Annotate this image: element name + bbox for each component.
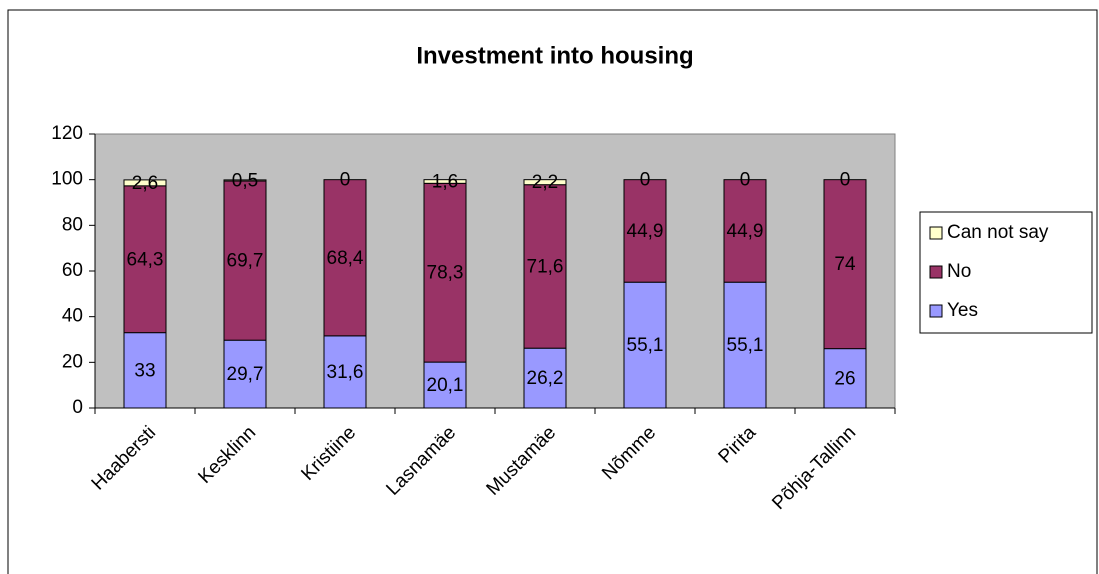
bar-segment (723, 179, 767, 283)
legend-label: Can not say (947, 222, 1049, 243)
y-tick-label: 120 (51, 123, 83, 144)
bar-segment (623, 179, 667, 283)
value-label: 0 (840, 170, 851, 191)
bar-segment (323, 179, 367, 337)
y-tick-label: 100 (51, 169, 83, 190)
value-label: 0 (740, 170, 751, 191)
y-tick-label: 80 (62, 214, 83, 235)
bar-segment (823, 179, 867, 350)
bar-segment (323, 335, 367, 409)
value-label: 0 (340, 170, 351, 191)
bar-segment (223, 179, 267, 182)
bar-segment (523, 179, 567, 186)
y-tick-label: 20 (62, 351, 83, 372)
y-tick-label: 40 (62, 306, 83, 327)
bar-segment (223, 339, 267, 409)
bar-segment (723, 281, 767, 409)
bar-segment (123, 179, 167, 187)
value-label: 78,3 (427, 263, 464, 284)
bar-segment (623, 281, 667, 409)
bar-segment (123, 185, 167, 334)
value-label: 0,5 (232, 170, 258, 191)
value-label: 74 (834, 254, 856, 275)
value-label: 0 (640, 170, 651, 191)
value-label: 26,2 (527, 368, 564, 389)
value-label: 33 (134, 360, 155, 381)
value-label: 71,6 (527, 256, 564, 277)
legend-swatch (929, 226, 943, 240)
value-label: 1,6 (432, 172, 458, 193)
value-label: 2,2 (532, 172, 558, 193)
chart-title: Investment into housing (416, 42, 693, 69)
plot-area (94, 133, 896, 409)
legend-label: No (947, 261, 971, 282)
value-label: 31,6 (327, 362, 364, 383)
bar-segment (423, 182, 467, 363)
bar-segment (123, 332, 167, 409)
value-label: 68,4 (327, 248, 364, 269)
y-tick-label: 0 (72, 397, 83, 418)
y-tick-label: 60 (62, 260, 83, 281)
value-label: 44,9 (627, 221, 664, 242)
value-label: 64,3 (127, 249, 164, 270)
bar-segment (223, 180, 267, 341)
bar-segment (423, 179, 467, 184)
value-label: 55,1 (627, 335, 664, 356)
value-label: 55,1 (727, 335, 764, 356)
bar-segment (523, 347, 567, 409)
value-label: 2,6 (132, 173, 158, 194)
value-label: 20,1 (427, 375, 464, 396)
legend-swatch (929, 265, 943, 279)
value-label: 29,7 (227, 364, 264, 385)
value-label: 44,9 (727, 221, 764, 242)
bar-segment (823, 348, 867, 409)
legend-swatch (929, 304, 943, 318)
value-label: 26 (834, 368, 855, 389)
value-label: 69,7 (227, 251, 264, 272)
bar-segment (523, 184, 567, 349)
legend-box (919, 211, 1093, 334)
legend-label: Yes (947, 300, 978, 321)
